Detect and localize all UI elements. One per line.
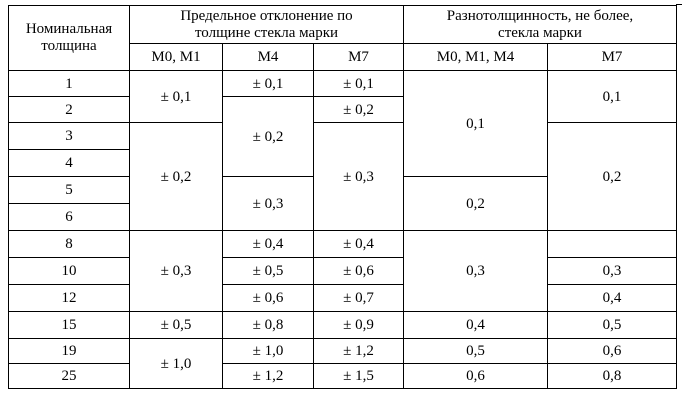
variation-m0m1m4-cell: 0,6 [403, 363, 548, 389]
subheader-m0-m1-m4: М0, М1, М4 [403, 43, 548, 71]
thickness-cell: 5 [8, 176, 130, 204]
variation-m7-cell-empty [547, 230, 677, 258]
deviation-m7-cell: ± 0,7 [313, 284, 404, 312]
variation-m0m1m4-cell: 0,4 [403, 311, 548, 339]
thickness-cell: 25 [8, 363, 130, 389]
header-nominal-thickness: Номинальная толщина [8, 5, 130, 71]
thickness-tolerance-table: Номинальная толщина Предельное отклонени… [8, 5, 677, 389]
header-row-2: М0, М1 М4 М7 М0, М1, М4 М7 [9, 43, 677, 71]
deviation-m7-cell: ± 1,2 [313, 338, 404, 364]
variation-m0m1m4-cell: 0,3 [403, 230, 548, 312]
table-row: 25 ± 1,2 ± 1,5 0,6 0,8 [8, 363, 677, 389]
thickness-cell: 10 [8, 257, 130, 285]
thickness-cell: 12 [8, 284, 130, 312]
deviation-m7-cell: ± 1,5 [313, 363, 404, 389]
deviation-m4-cell: ± 0,1 [222, 70, 314, 97]
deviation-m4-cell: ± 1,0 [222, 338, 314, 364]
table-row: 5 ± 0,3 0,2 [8, 176, 677, 231]
subheader-m4: М4 [222, 43, 314, 71]
thickness-tolerance-table-container: Номинальная толщина Предельное отклонени… [8, 5, 677, 389]
header-row-1: Номинальная толщина Предельное отклонени… [8, 5, 677, 71]
variation-m7-cell: 0,5 [547, 311, 677, 339]
deviation-m4-cell: ± 0,4 [222, 230, 314, 258]
thickness-cell: 15 [8, 311, 130, 339]
table-row: 12 ± 0,6 ± 0,7 0,4 [8, 284, 677, 312]
deviation-m4-cell: ± 0,2 [222, 96, 314, 177]
table-row: 3 ± 0,2 ± 0,3 0,2 [8, 122, 677, 231]
table-row: 19 ± 1,0 ± 1,0 ± 1,2 0,5 0,6 [8, 338, 677, 389]
thickness-cell: 3 [8, 122, 130, 150]
deviation-m0m1-cell: ± 0,3 [129, 230, 223, 312]
header-limit-deviation: Предельное отклонение по толщине стекла … [129, 5, 404, 44]
variation-m7-cell: 0,4 [547, 284, 677, 312]
variation-m0m1m4-cell: 0,5 [403, 338, 548, 364]
subheader-m7: М7 [313, 43, 404, 71]
deviation-m4-cell: ± 0,3 [222, 176, 314, 231]
deviation-m7-cell: ± 0,4 [313, 230, 404, 258]
variation-m7-cell: 0,6 [547, 338, 677, 364]
deviation-m7-cell: ± 0,6 [313, 257, 404, 285]
table-row: 1 ± 0,1 ± 0,1 ± 0,1 0,1 0,1 [8, 70, 677, 177]
table-row: 2 ± 0,2 ± 0,2 [8, 96, 677, 177]
thickness-cell: 1 [8, 70, 130, 97]
header-thickness-variation: Разнотолщинность, не более, стекла марки [403, 5, 677, 44]
deviation-m4-cell: ± 0,8 [222, 311, 314, 339]
deviation-m7-cell: ± 0,9 [313, 311, 404, 339]
deviation-m7-cell: ± 0,3 [313, 122, 404, 231]
deviation-m7-cell: ± 0,1 [313, 70, 404, 97]
table-row: 8 ± 0,3 ± 0,4 ± 0,4 0,3 [8, 230, 677, 312]
subheader-m7-variation: М7 [547, 43, 677, 71]
deviation-m0m1-cell: ± 0,5 [129, 311, 223, 339]
variation-m7-cell: 0,8 [547, 363, 677, 389]
thickness-cell: 8 [8, 230, 130, 258]
thickness-cell: 4 [8, 149, 130, 177]
deviation-m0m1-cell: ± 1,0 [129, 338, 223, 389]
deviation-m0m1-cell: ± 0,2 [129, 122, 223, 231]
deviation-m4-cell: ± 0,6 [222, 284, 314, 312]
deviation-m4-cell: ± 1,2 [222, 363, 314, 389]
variation-m7-cell: 0,1 [547, 70, 677, 123]
subheader-m0-m1: М0, М1 [129, 43, 223, 71]
thickness-cell: 2 [8, 96, 130, 123]
page-edge-mark [676, 0, 682, 5]
variation-m7-cell: 0,3 [547, 257, 677, 285]
variation-m7-cell: 0,2 [547, 122, 677, 231]
thickness-cell: 19 [8, 338, 130, 364]
table-row: 15 ± 0,5 ± 0,8 ± 0,9 0,4 0,5 [8, 311, 677, 339]
variation-m0m1m4-cell: 0,2 [403, 176, 548, 231]
deviation-m4-cell: ± 0,5 [222, 257, 314, 285]
table-row: 10 ± 0,5 ± 0,6 0,3 [8, 257, 677, 285]
deviation-m0m1-cell: ± 0,1 [129, 70, 223, 123]
variation-m0m1m4-cell: 0,1 [403, 70, 548, 177]
deviation-m7-cell: ± 0,2 [313, 96, 404, 123]
thickness-cell: 6 [8, 203, 130, 231]
